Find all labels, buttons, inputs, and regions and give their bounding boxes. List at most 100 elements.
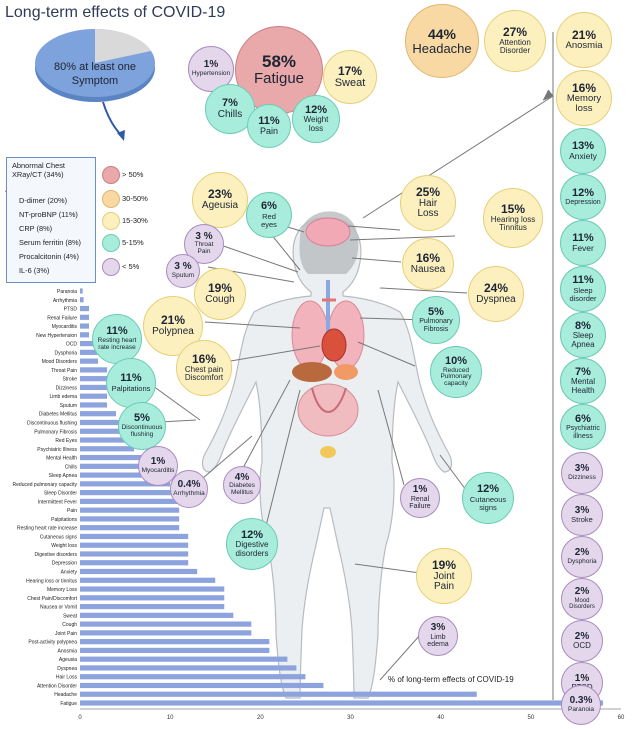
bar-category-label: Chills bbox=[65, 464, 78, 470]
biomarker-panel: Abnormal Chest XRay/CT (34%) D-dimer (20… bbox=[6, 157, 96, 283]
bar bbox=[80, 656, 288, 662]
symptom-bubble-hair-loss: 25% Hair Loss bbox=[400, 175, 456, 231]
symptom-bubble-anxiety: 13% Anxiety bbox=[560, 128, 606, 174]
bar bbox=[80, 551, 189, 557]
bar bbox=[80, 490, 180, 496]
legend-label: < 5% bbox=[122, 262, 140, 271]
bar bbox=[80, 682, 324, 689]
bubble-label: Stroke bbox=[571, 515, 593, 525]
bubble-percent: 12% bbox=[240, 528, 264, 541]
symptom-bubble-sleep-apnea: 8% Sleep Apnea bbox=[560, 312, 606, 358]
bubble-percent: 25% bbox=[415, 185, 441, 200]
bar-category-label: Diabetes Mellitus bbox=[39, 412, 78, 418]
bar bbox=[80, 349, 99, 355]
bubble-percent: 27% bbox=[502, 25, 528, 40]
symptom-bubble-ageusia: 23% Ageusia bbox=[192, 172, 248, 228]
bar bbox=[80, 542, 189, 548]
bar bbox=[80, 586, 225, 592]
bar bbox=[80, 525, 180, 531]
bar-category-label: Chest Pain/Discomfort bbox=[27, 596, 77, 602]
bubble-label: Discontinuous flushing bbox=[121, 423, 163, 438]
symptom-bubble-dysphoria: 2% Dysphoria bbox=[561, 536, 603, 578]
bar-category-label: Pulmonary Fibrosis bbox=[34, 429, 77, 435]
symptom-bubble-hearing-loss: 15% Hearing loss Tinnitus bbox=[483, 188, 543, 248]
bubble-percent: 1% bbox=[574, 672, 590, 684]
bar bbox=[80, 297, 84, 303]
bubble-percent: 5% bbox=[134, 412, 150, 425]
bar-category-label: Dizziness bbox=[56, 385, 78, 391]
bar bbox=[80, 402, 108, 408]
bar-category-label: Myocarditis bbox=[52, 324, 78, 330]
bar bbox=[80, 595, 225, 601]
bar-category-label: Discontinuous flushing bbox=[27, 420, 77, 426]
bar-category-label: Memory Loss bbox=[47, 587, 78, 593]
bar-category-label: Hearing loss or tinnitus bbox=[26, 578, 77, 584]
bubble-label: Joint Pain bbox=[433, 570, 455, 593]
bubble-percent: 6% bbox=[575, 412, 591, 425]
symptom-bubble-fever: 11% Fever bbox=[560, 220, 606, 266]
bubble-percent: 2% bbox=[574, 630, 590, 642]
bubble-percent: 3% bbox=[430, 622, 446, 634]
bubble-percent: 13% bbox=[571, 139, 595, 152]
symptom-bubble-dizziness: 3% Dizziness bbox=[561, 452, 603, 494]
bar bbox=[80, 472, 153, 478]
marker-item: D-dimer (20%) bbox=[19, 196, 68, 205]
bar bbox=[80, 323, 90, 329]
bubble-percent: 21% bbox=[160, 313, 186, 328]
symptom-bubble-diabetes-mellitus: 4% Diabetes Mellitus bbox=[223, 466, 261, 504]
symptom-bubble-discontinuous-flushing: 5% Discontinuous flushing bbox=[118, 402, 166, 450]
bubble-label: Pulmonary Fibrosis bbox=[419, 318, 453, 333]
bar bbox=[80, 691, 477, 697]
bubble-percent: 19% bbox=[431, 558, 457, 573]
bubble-percent: 16% bbox=[415, 251, 441, 266]
bar bbox=[80, 367, 108, 373]
bar-category-label: Stroke bbox=[63, 377, 78, 383]
brain-organ bbox=[305, 217, 351, 247]
bubble-percent: 10% bbox=[444, 355, 468, 367]
bubble-label: Limb edema bbox=[427, 633, 449, 649]
bar bbox=[80, 463, 144, 469]
x-tick-label: 40 bbox=[437, 715, 444, 721]
bubble-label: Weight loss bbox=[303, 115, 329, 133]
bar-category-label: Red Eyes bbox=[55, 438, 77, 444]
bar-category-label: Weight loss bbox=[51, 543, 77, 549]
summary-text: 80% at least one Symptom bbox=[54, 61, 136, 87]
bar bbox=[80, 393, 108, 399]
bubble-label: Chest pain Discomfort bbox=[184, 364, 224, 383]
bubble-label: Depression bbox=[565, 199, 601, 207]
bubble-percent: 2% bbox=[574, 586, 590, 598]
bar bbox=[80, 288, 83, 294]
symptom-bubble-limb-edema: 3% Limb edema bbox=[418, 616, 458, 656]
bubble-percent: 3 % bbox=[195, 230, 213, 242]
bubble-label: Headache bbox=[412, 40, 472, 56]
bar-category-label: Renal Failure bbox=[47, 315, 77, 321]
symptom-bubble-red-eyes: 6% Red eyes bbox=[246, 192, 292, 238]
bar-category-label: Arrhythmia bbox=[53, 298, 77, 304]
symptom-bubble-resting-heart-rate: 11% Resting heart rate increase bbox=[92, 314, 142, 364]
bar-category-label: Cough bbox=[62, 622, 77, 628]
symptom-bubble-pain: 11% Pain bbox=[247, 104, 291, 148]
bar-category-label: Mental Health bbox=[46, 456, 77, 462]
bar-category-label: Hair Loss bbox=[56, 675, 78, 681]
bubble-percent: 1% bbox=[203, 59, 219, 71]
symptom-bubble-depression: 12% Depression bbox=[560, 174, 606, 220]
bubble-percent: 1% bbox=[412, 484, 428, 496]
bubble-percent: 11% bbox=[572, 231, 594, 244]
bar-category-label: Dysphoria bbox=[54, 350, 77, 356]
bar-chart: Paranoia Arrhythmia PTSD Renal Failure Myoca… bbox=[13, 288, 625, 721]
bar-category-label: New Hypertension bbox=[36, 333, 77, 339]
bubble-percent: 11% bbox=[120, 372, 142, 385]
bar bbox=[80, 358, 99, 364]
x-tick-label: 30 bbox=[347, 715, 354, 721]
x-axis-title: % of long-term effects of COVID-19 bbox=[388, 675, 514, 684]
bar-category-label: Post-activity polypnea bbox=[28, 640, 77, 646]
bubble-label: Ageusia bbox=[201, 200, 239, 212]
symptom-bubble-chest-pain: 16% Chest pain Discomfort bbox=[176, 340, 232, 396]
bubble-label: Fatigue bbox=[253, 70, 305, 88]
bar bbox=[80, 332, 90, 338]
bar bbox=[80, 674, 306, 680]
x-tick-label: 0 bbox=[78, 715, 82, 721]
marker-item: Serum ferritin (8%) bbox=[19, 238, 82, 247]
bar-category-label: Dyspnea bbox=[57, 666, 77, 672]
